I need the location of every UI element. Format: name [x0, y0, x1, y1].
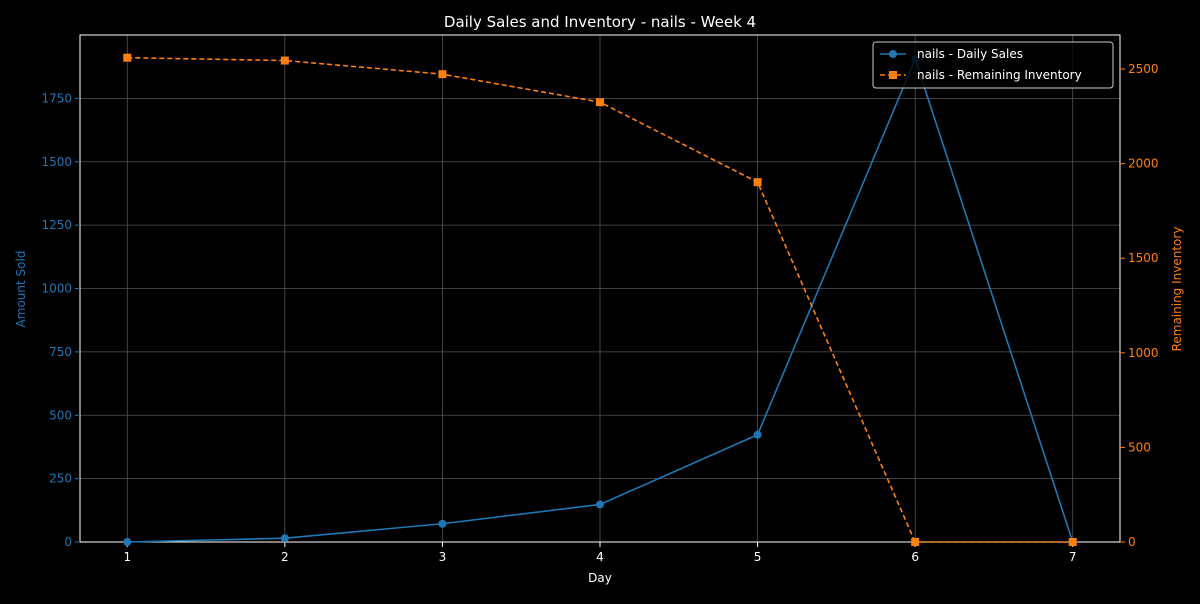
data-point-inventory: [123, 53, 132, 62]
y-tick-label-right: 0: [1128, 535, 1136, 549]
x-axis-label: Day: [588, 571, 612, 585]
x-tick-label: 6: [911, 550, 919, 564]
y-tick-label-right: 2500: [1128, 62, 1159, 76]
data-point-inventory: [280, 56, 289, 65]
x-tick-label: 5: [754, 550, 762, 564]
legend-frame: [872, 41, 1114, 89]
x-tick-label: 4: [596, 550, 604, 564]
y-tick-label-right: 2000: [1128, 157, 1159, 171]
x-tick-label: 3: [439, 550, 447, 564]
data-point-inventory: [596, 98, 604, 107]
data-point-sales: [596, 500, 604, 509]
data-point-inventory: [911, 538, 920, 546]
x-tick-label: 1: [123, 550, 131, 564]
data-point-sales: [753, 430, 762, 439]
y-tick-label-left: 1750: [41, 91, 72, 105]
data-point-sales: [280, 534, 289, 543]
y-tick-label-right: 500: [1128, 440, 1151, 454]
x-tick-label: 2: [281, 550, 289, 564]
legend-marker-daily-sales: [889, 50, 897, 58]
axes: 1 2 3 4 5 6 7 0 250 500 750 1000 1250 1500 1750 0 500 100…: [41, 34, 1159, 564]
legend: nails - Daily Sales nails - Remaining In…: [872, 41, 1114, 89]
data-point-inventory: [753, 178, 762, 187]
y-axis-label-left: Amount Sold: [14, 251, 28, 328]
y-tick-label-left: 0: [64, 535, 72, 549]
y-tick-label-left: 1500: [41, 155, 72, 169]
data-point-inventory: [438, 70, 447, 79]
data-point-sales: [123, 538, 132, 546]
data-point-sales: [438, 519, 447, 528]
legend-label-daily-sales: nails - Daily Sales: [917, 47, 1023, 61]
data-point-inventory: [1068, 538, 1077, 546]
y-tick-label-right: 1000: [1128, 346, 1159, 360]
y-tick-label-left: 500: [49, 408, 72, 422]
y-tick-label-left: 1000: [41, 282, 72, 296]
y-tick-label-left: 250: [49, 472, 72, 486]
legend-label-remaining-inventory: nails - Remaining Inventory: [917, 68, 1082, 82]
y-tick-label-left: 1250: [41, 218, 72, 232]
legend-marker-remaining-inventory: [889, 71, 897, 79]
y-axis-label-right: Remaining Inventory: [1170, 227, 1184, 352]
x-tick-label: 7: [1069, 550, 1077, 564]
y-tick-label-left: 750: [49, 345, 72, 359]
chart-title: Daily Sales and Inventory - nails - Week…: [444, 13, 756, 31]
y-tick-label-right: 1500: [1128, 251, 1159, 265]
